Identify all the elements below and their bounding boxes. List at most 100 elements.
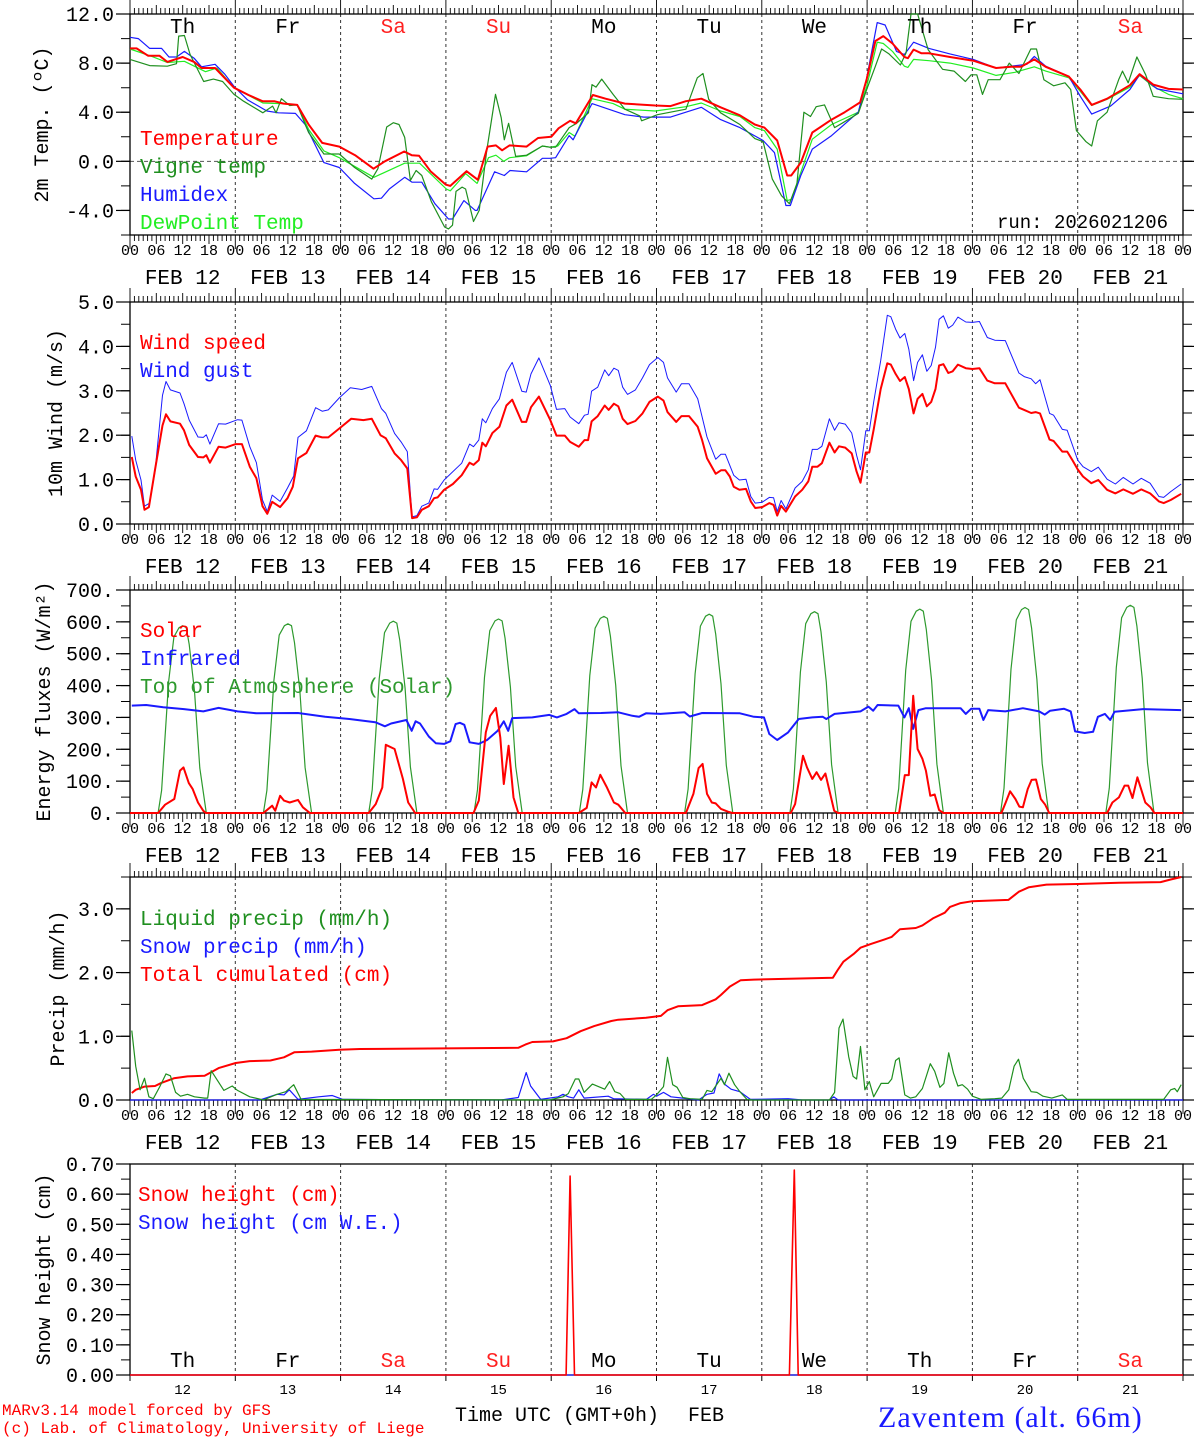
x-hour-label: 12: [595, 1108, 613, 1125]
panel-3: 00 06 12 18 00 06 12 18 00 06 12 18 00 06 12 18 00 06 12 18…: [34, 576, 1194, 869]
x-hour-label: 00: [647, 1108, 665, 1125]
x-date-label: FEB 21: [1093, 268, 1169, 291]
x-hour-label: 18: [832, 532, 850, 549]
x-hour-label: 00: [858, 532, 876, 549]
legend-item: Wind gust: [140, 361, 253, 384]
x-hour-label: 12: [490, 821, 508, 838]
x-hour-label: 06: [884, 1108, 902, 1125]
x-hour-label: 00: [647, 532, 665, 549]
day-number-label: 15: [490, 1383, 507, 1399]
day-name-label: Fr: [1012, 17, 1037, 40]
x-hour-label: 06: [990, 821, 1008, 838]
day-number-label: 17: [701, 1383, 718, 1399]
x-hour-label: 00: [121, 243, 139, 260]
x-hour-label: 18: [1148, 243, 1166, 260]
x-hour-label: 06: [884, 243, 902, 260]
x-hour-label: 18: [937, 532, 955, 549]
x-hour-label: 00: [753, 821, 771, 838]
x-hour-label: 06: [569, 821, 587, 838]
x-hour-label: 18: [305, 243, 323, 260]
day-number-label: 21: [1122, 1383, 1139, 1399]
x-date-label: FEB 13: [250, 846, 326, 869]
panel-2: 00 06 12 18 00 06 12 18 00 06 12 18 00 06 12 18 00 06 12 18…: [46, 288, 1194, 580]
series-line-infrared: [131, 704, 1182, 745]
x-hour-label: 18: [200, 243, 218, 260]
x-axis-month: FEB: [688, 1405, 725, 1428]
y-tick-label: 4.0: [78, 337, 114, 360]
x-hour-label: 12: [700, 821, 718, 838]
x-hour-label: 18: [726, 532, 744, 549]
legend-item: Vigne temp: [140, 157, 266, 180]
x-hour-label: 06: [358, 1108, 376, 1125]
x-hour-label: 18: [621, 243, 639, 260]
y-tick-label: 700.: [66, 581, 114, 604]
day-name-label: We: [802, 1351, 827, 1374]
x-hour-label: 12: [805, 821, 823, 838]
x-hour-label: 18: [411, 243, 429, 260]
x-hour-label: 00: [332, 532, 350, 549]
x-hour-label: 00: [1069, 821, 1087, 838]
x-axis-hour-ticks: [129, 576, 1184, 827]
y-tick-label: 0.0: [78, 1091, 114, 1114]
x-date-label: FEB 12: [145, 846, 221, 869]
x-hour-label: 06: [253, 532, 271, 549]
x-hour-label: 12: [700, 532, 718, 549]
x-hour-label: 18: [1148, 532, 1166, 549]
x-date-label: FEB 18: [777, 1133, 853, 1156]
x-hour-label: 00: [753, 1108, 771, 1125]
x-hour-label: 12: [279, 821, 297, 838]
lab-credit: (c) Lab. of Climatology, University of L…: [2, 1420, 425, 1438]
x-date-label: FEB 14: [355, 1133, 431, 1156]
y-tick-label: 4.0: [78, 103, 114, 126]
x-hour-label: 18: [937, 243, 955, 260]
x-hour-label: 06: [358, 532, 376, 549]
panel-4: 00 06 12 18 00 06 12 18 00 06 12 18 00 06 12 18 00 06 12 18…: [48, 863, 1194, 1156]
x-hour-label: 06: [779, 821, 797, 838]
x-date-label: FEB 17: [671, 846, 747, 869]
x-hour-label: 00: [1174, 1108, 1192, 1125]
x-hour-label: 00: [542, 243, 560, 260]
series-line-total-cumulated-cm: [131, 876, 1182, 1094]
x-hour-label: 12: [174, 821, 192, 838]
x-hour-label: 06: [147, 1108, 165, 1125]
x-hour-label: 12: [595, 243, 613, 260]
x-hour-label: 12: [1121, 1108, 1139, 1125]
x-hour-label: 12: [174, 1108, 192, 1125]
x-hour-label: 18: [937, 821, 955, 838]
run-label: run: 2026021206: [997, 212, 1168, 234]
x-date-label: FEB 19: [882, 268, 958, 291]
legend-item: Temperature: [140, 129, 279, 152]
x-hour-label: 06: [463, 1108, 481, 1125]
y-tick-label: 600.: [66, 613, 114, 636]
x-hour-label: 12: [700, 243, 718, 260]
x-hour-label: 18: [621, 1108, 639, 1125]
x-hour-label: 12: [595, 821, 613, 838]
x-hour-label: 06: [674, 821, 692, 838]
x-hour-label: 00: [332, 821, 350, 838]
x-hour-label: 12: [279, 243, 297, 260]
y-tick-label: 0.60: [66, 1185, 114, 1208]
x-date-label: FEB 19: [882, 846, 958, 869]
x-hour-label: 12: [1121, 243, 1139, 260]
x-hour-label: 00: [1069, 1108, 1087, 1125]
x-hour-label: 12: [490, 1108, 508, 1125]
x-hour-label: 00: [542, 1108, 560, 1125]
legend-item: Wind speed: [140, 333, 266, 356]
x-hour-label: 00: [858, 821, 876, 838]
x-hour-label: 00: [121, 821, 139, 838]
x-hour-label: 18: [726, 1108, 744, 1125]
station-name: Zaventem (alt. 66m): [878, 1401, 1143, 1434]
x-axis-hour-ticks: [129, 0, 1184, 249]
y-tick-label: 0.00: [66, 1366, 114, 1389]
x-date-label: FEB 15: [461, 268, 537, 291]
x-hour-label: 18: [200, 1108, 218, 1125]
x-hour-label: 06: [569, 243, 587, 260]
legend-item: Top of Atmosphere (Solar): [140, 677, 455, 700]
y-tick-label: 0.40: [66, 1245, 114, 1268]
x-hour-label: 12: [384, 243, 402, 260]
x-hour-label: 00: [226, 243, 244, 260]
x-hour-label: 18: [1042, 1108, 1060, 1125]
x-hour-label: 00: [963, 243, 981, 260]
y-tick-label: 0.50: [66, 1215, 114, 1238]
